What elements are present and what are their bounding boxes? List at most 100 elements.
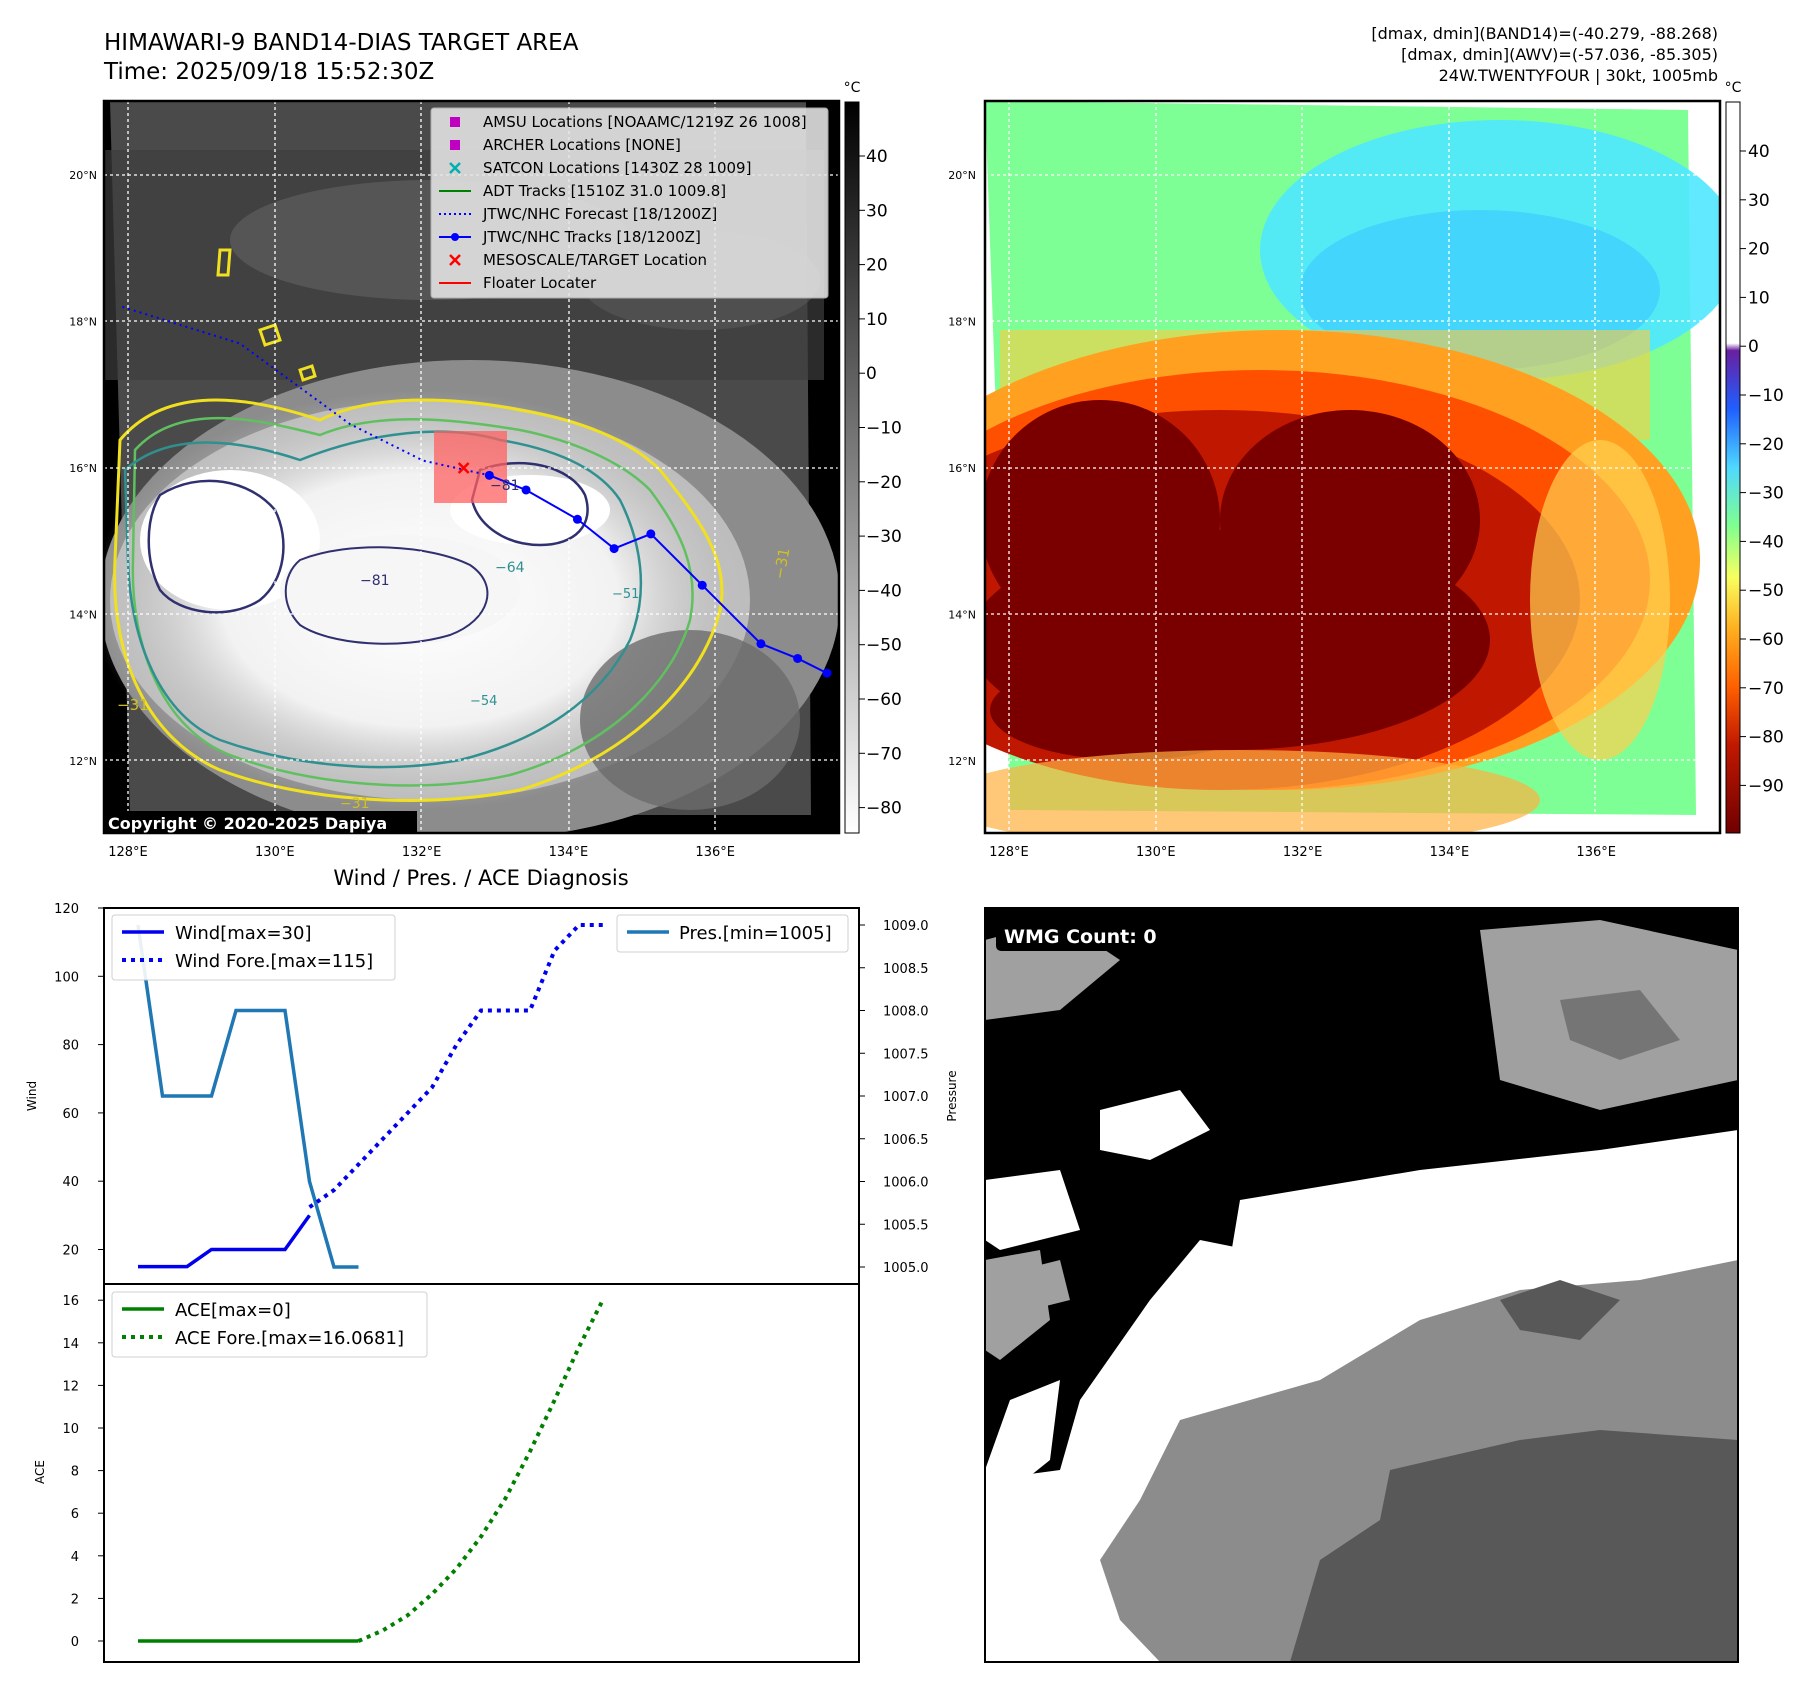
lon-label-3: 134°E: [549, 845, 589, 860]
awv-colorbar-tick-6: −20: [1748, 435, 1784, 455]
ace-tick-5: 6: [71, 1507, 79, 1522]
awv-colorbar-tick-11: −70: [1748, 679, 1784, 699]
awv-colorbar-tick-13: −90: [1748, 776, 1784, 796]
wind-tick-0: 120: [54, 902, 79, 917]
lat-label-2: 16°N: [69, 462, 97, 475]
track-point-6: [756, 639, 766, 649]
dmax-awv-text: [dmax, dmin](AWV)=(-57.036, -85.305): [1401, 45, 1718, 64]
contour-label-8: −51: [612, 587, 639, 602]
pressure-tick-5: 1006.5: [883, 1133, 929, 1148]
ir-colorbar-tick-7: −30: [866, 527, 902, 547]
pressure-tick-0: 1009.0: [883, 919, 929, 934]
track-point-4: [646, 529, 656, 539]
legend-label-1: ARCHER Locations [NONE]: [483, 136, 681, 154]
dmax-band14-text: [dmax, dmin](BAND14)=(-40.279, -88.268): [1371, 24, 1718, 43]
lon-label-4: 136°E: [1576, 845, 1616, 860]
contour-label-7: −54: [470, 694, 497, 709]
contour-label-5: −81: [360, 573, 390, 589]
pressure-axis-label: Pressure: [945, 1070, 959, 1121]
ir-colorbar-tick-4: 0: [866, 364, 877, 384]
pressure-line: [136, 924, 359, 1269]
contour-label-3: −31: [340, 796, 370, 812]
ace-tick-1: 14: [62, 1337, 79, 1352]
wind-axis-label: Wind: [25, 1081, 39, 1111]
ir-colorbar-tick-0: 40: [866, 147, 888, 167]
ace-tick-8: 0: [71, 1635, 79, 1650]
legend-item-2: SATCON Locations [1430Z 28 1009]: [449, 159, 751, 177]
lat-label-3: 14°N: [948, 609, 976, 622]
pressure-forecast-line: [308, 923, 604, 1209]
storm-info-text: 24W.TWENTYFOUR | 30kt, 1005mb: [1439, 66, 1718, 85]
ace-tick-7: 2: [71, 1592, 79, 1607]
awv-colorbar-tick-12: −80: [1748, 728, 1784, 748]
lon-label-0: 128°E: [108, 845, 148, 860]
lat-label-0: 20°N: [948, 169, 976, 182]
pressure-tick-6: 1006.0: [883, 1176, 929, 1191]
pressure-tick-7: 1005.5: [883, 1218, 929, 1233]
track-point-7: [793, 653, 803, 663]
legend-item-6: MESOSCALE/TARGET Location: [449, 251, 707, 269]
wind-tick-2: 80: [62, 1039, 79, 1054]
wmg-panel: WMG Count: 0: [984, 907, 1739, 1663]
awv-colorbar-tick-2: 20: [1748, 240, 1770, 260]
diagnosis-title: Wind / Pres. / ACE Diagnosis: [333, 866, 628, 890]
ir-colorbar-unit: °C: [844, 80, 861, 96]
ir-legend: AMSU Locations [NOAAMC/1219Z 26 1008] ARC…: [430, 107, 829, 299]
wind-line: [138, 1214, 311, 1269]
legend-label-7: Floater Locater: [483, 274, 597, 292]
awv-colorbar-tick-10: −60: [1748, 630, 1784, 650]
lon-label-1: 130°E: [1136, 845, 1176, 860]
wind-legend: Wind[max=30] Wind Fore.[max=115]: [111, 914, 396, 981]
ir-colorbar-tick-1: 30: [866, 201, 888, 221]
legend-item-7: Floater Locater: [439, 274, 597, 292]
pressure-tick-2: 1008.0: [883, 1005, 929, 1020]
lat-label-4: 12°N: [69, 755, 97, 768]
figure-title-line1: HIMAWARI-9 BAND14-DIAS TARGET AREA: [104, 30, 579, 56]
legend-pressure: Pres.[min=1005]: [679, 923, 832, 944]
legend-label-3: ADT Tracks [1510Z 31.0 1009.8]: [483, 182, 726, 200]
legend-item-5: JTWC/NHC Tracks [18/1200Z]: [439, 228, 701, 246]
awv-colorbar-tick-7: −30: [1748, 484, 1784, 504]
legend-ace: ACE[max=0]: [175, 1300, 291, 1321]
contour-label-4: −64: [495, 560, 525, 576]
lon-label-2: 132°E: [402, 845, 442, 860]
track-point-0: [484, 470, 494, 480]
ir-colorbar-tick-9: −50: [866, 636, 902, 656]
contour-label-1: −31: [117, 696, 149, 714]
legend-marker-0: [450, 117, 460, 127]
lat-label-1: 18°N: [69, 316, 97, 329]
track-point-3: [609, 544, 619, 554]
wind-tick-3: 60: [62, 1107, 79, 1122]
pressure-tick-8: 1005.0: [883, 1261, 929, 1276]
wmg-count-label: WMG Count: 0: [1004, 926, 1157, 948]
awv-colorbar-tick-8: −40: [1748, 532, 1784, 552]
target-location-marker: [457, 462, 470, 474]
wind-tick-1: 100: [54, 970, 79, 985]
awv-colorbar-tick-4: 0: [1748, 337, 1759, 357]
lat-label-4: 12°N: [948, 755, 976, 768]
diagnosis-panel: Wind / Pres. / ACE Diagnosis 12010080604…: [25, 866, 959, 1663]
ace-tick-4: 8: [71, 1465, 79, 1480]
target-area-box: [434, 431, 507, 503]
legend-wind-fore: Wind Fore.[max=115]: [175, 951, 373, 972]
lat-label-1: 18°N: [948, 316, 976, 329]
legend-label-5: JTWC/NHC Tracks [18/1200Z]: [482, 228, 701, 246]
ace-axis-label: ACE: [33, 1460, 47, 1484]
awv-colorbar-tick-3: 10: [1748, 288, 1770, 308]
lon-label-4: 136°E: [695, 845, 735, 860]
pressure-tick-4: 1007.0: [883, 1090, 929, 1105]
legend-marker-2: [449, 162, 461, 174]
lon-label-0: 128°E: [989, 845, 1029, 860]
ir-colorbar-tick-12: −80: [866, 799, 902, 819]
ir-colorbar-tick-8: −40: [866, 581, 902, 601]
ir-colorbar-tick-11: −70: [866, 744, 902, 764]
track-point-2: [572, 514, 582, 524]
ir-colorbar-tick-3: 10: [866, 310, 888, 330]
awv-colorbar-unit: °C: [1725, 80, 1742, 96]
ir-colorbar-tick-2: 20: [866, 256, 888, 276]
pressure-tick-1: 1008.5: [883, 962, 929, 977]
track-point-1: [521, 485, 531, 495]
ir-map-panel: −31 −31 −31 −64 −81 −81 −54 −51 AMSU Loc…: [69, 80, 902, 860]
ace-tick-6: 4: [71, 1550, 79, 1565]
